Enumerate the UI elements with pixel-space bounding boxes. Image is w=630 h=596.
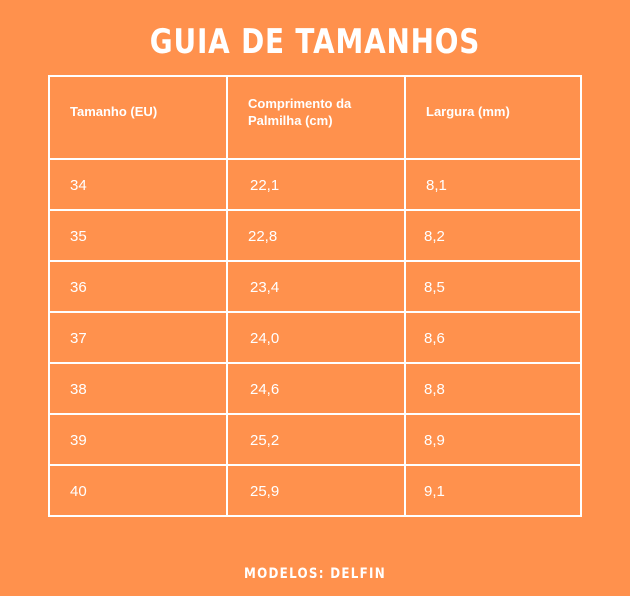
page-title: GUIA DE TAMANHOS: [149, 22, 481, 62]
cell-width: 9,1: [404, 464, 582, 517]
cell-size: 37: [48, 311, 228, 364]
table-row: 35 22,8 8,2: [48, 209, 582, 262]
cell-size: 39: [48, 413, 228, 466]
table-header-row: Tamanho (EU) Comprimento da Palmilha (cm…: [48, 75, 582, 160]
cell-insole-length: 24,0: [226, 311, 406, 364]
cell-size: 34: [48, 158, 228, 211]
header-insole-length: Comprimento da Palmilha (cm): [226, 75, 406, 160]
table-row: 39 25,2 8,9: [48, 413, 582, 466]
cell-width: 8,6: [404, 311, 582, 364]
header-size-eu: Tamanho (EU): [48, 75, 228, 160]
cell-width: 8,9: [404, 413, 582, 466]
cell-width: 8,1: [404, 158, 582, 211]
cell-size: 35: [48, 209, 228, 262]
cell-insole-length: 25,2: [226, 413, 406, 466]
table-row: 34 22,1 8,1: [48, 158, 582, 211]
cell-insole-length: 23,4: [226, 260, 406, 313]
cell-insole-length: 25,9: [226, 464, 406, 517]
cell-insole-length: 24,6: [226, 362, 406, 415]
cell-size: 36: [48, 260, 228, 313]
cell-width: 8,2: [404, 209, 582, 262]
table-row: 36 23,4 8,5: [48, 260, 582, 313]
header-width: Largura (mm): [404, 75, 582, 160]
table-row: 37 24,0 8,6: [48, 311, 582, 364]
cell-width: 8,8: [404, 362, 582, 415]
table-row: 40 25,9 9,1: [48, 464, 582, 517]
cell-width: 8,5: [404, 260, 582, 313]
cell-insole-length: 22,1: [226, 158, 406, 211]
table-row: 38 24,6 8,8: [48, 362, 582, 415]
cell-size: 38: [48, 362, 228, 415]
models-footer: MODELOS: DELFIN: [244, 566, 386, 582]
size-guide-table: Tamanho (EU) Comprimento da Palmilha (cm…: [48, 75, 582, 517]
cell-size: 40: [48, 464, 228, 517]
cell-insole-length: 22,8: [226, 209, 406, 262]
